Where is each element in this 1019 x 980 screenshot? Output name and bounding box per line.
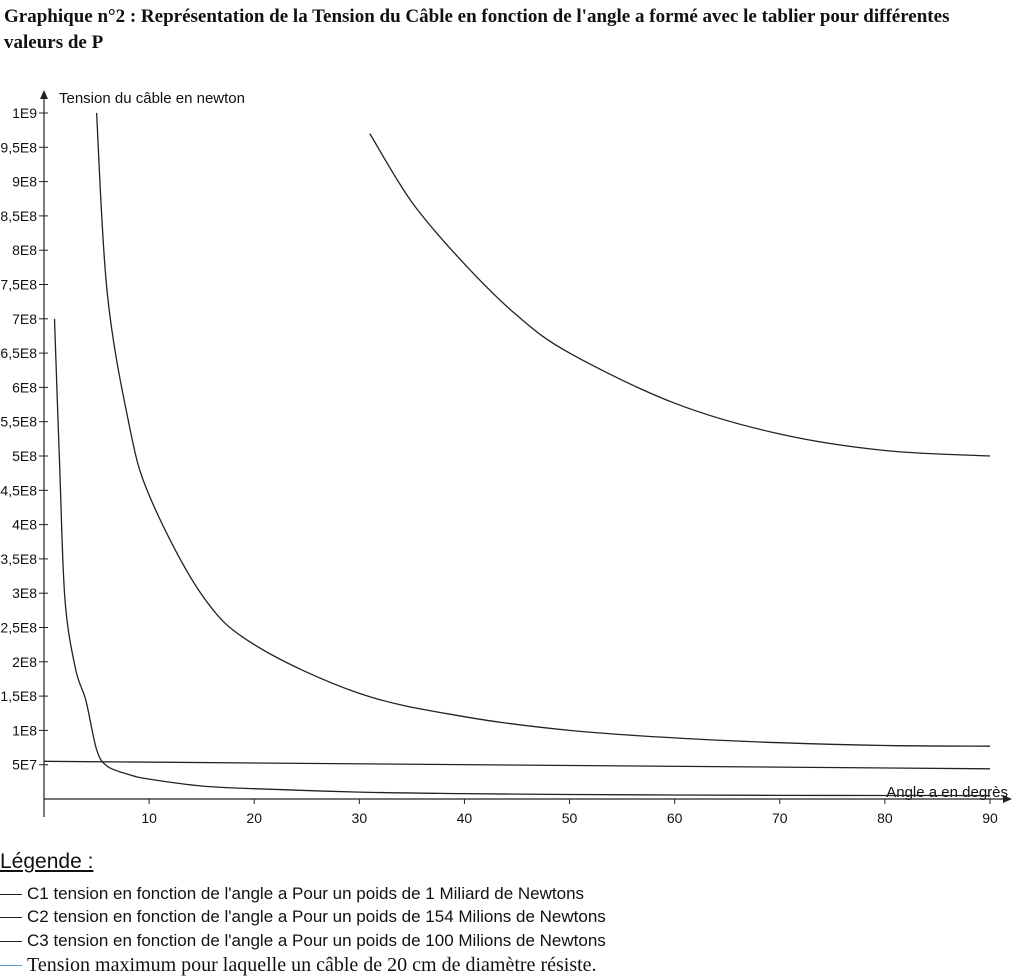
legend-label-c2: C2 tension en fonction de l'angle a Pour…	[27, 907, 606, 926]
x-tick-label-10: 10	[141, 810, 157, 826]
series-line-2	[53, 318, 991, 797]
legend-title: Légende :	[0, 850, 94, 873]
y-tick-label-12: 6,5E8	[0, 345, 37, 361]
y-axis-arrow	[40, 90, 48, 99]
y-tick-label-1: 1E8	[12, 722, 37, 738]
legend-label-max-tension: Tension maximum pour laquelle un câble d…	[27, 954, 597, 976]
y-tick-label-17: 9E8	[12, 174, 37, 190]
x-tick-label-60: 60	[667, 810, 683, 826]
chart-plot: Tension du câble en newton Angle a en deg…	[0, 90, 1012, 826]
y-tick-label-7: 4E8	[12, 517, 37, 533]
y-tick-label-3: 2E8	[12, 654, 37, 670]
y-tick-label-14: 7,5E8	[0, 277, 37, 293]
y-tick-label-19: 1E9	[12, 105, 37, 121]
legend-item-max-tension: Tension maximum pour laquelle un câble d…	[0, 954, 597, 977]
y-tick-label-18: 9,5E8	[0, 139, 37, 155]
y-tick-label-4: 2,5E8	[0, 620, 37, 636]
x-tick-label-50: 50	[562, 810, 578, 826]
y-tick-label-15: 8E8	[12, 242, 37, 258]
y-tick-label-0: 5E7	[12, 757, 37, 773]
x-tick-label-30: 30	[352, 810, 368, 826]
chart-title: Graphique n°2 : Représentation de la Ten…	[4, 6, 950, 53]
y-tick-label-2: 1,5E8	[0, 688, 37, 704]
y-tick-label-10: 5,5E8	[0, 414, 37, 430]
series-line-3	[43, 760, 991, 770]
y-tick-label-8: 4,5E8	[0, 482, 37, 498]
legend-swatch-max-tension	[0, 965, 22, 966]
x-tick-label-20: 20	[246, 810, 262, 826]
x-axis-arrow	[1003, 795, 1012, 803]
x-tick-label-40: 40	[457, 810, 473, 826]
y-axis-label: Tension du câble en newton	[59, 90, 245, 107]
legend-item-c3: C3 tension en fonction de l'angle a Pour…	[0, 931, 606, 951]
legend-label-c1: C1 tension en fonction de l'angle a Pour…	[27, 884, 585, 903]
series-line-0	[369, 133, 991, 457]
series-line-1	[95, 112, 991, 747]
legend-item-c1: C1 tension en fonction de l'angle a Pour…	[0, 884, 584, 904]
y-tick-label-13: 7E8	[12, 311, 37, 327]
y-tick-label-6: 3,5E8	[0, 551, 37, 567]
y-tick-label-11: 6E8	[12, 379, 37, 395]
legend-label-c3: C3 tension en fonction de l'angle a Pour…	[27, 931, 606, 950]
legend-swatch-c3	[0, 940, 22, 942]
y-tick-label-16: 8,5E8	[0, 208, 37, 224]
x-tick-label-90: 90	[982, 810, 998, 826]
x-axis-label: Angle a en degrès	[886, 784, 1008, 801]
legend-item-c2: C2 tension en fonction de l'angle a Pour…	[0, 907, 606, 927]
y-tick-label-5: 3E8	[12, 585, 37, 601]
legend-swatch-c1	[0, 893, 22, 895]
x-tick-label-80: 80	[877, 810, 893, 826]
legend-swatch-c2	[0, 916, 22, 918]
y-tick-label-9: 5E8	[12, 448, 37, 464]
x-tick-label-70: 70	[772, 810, 788, 826]
